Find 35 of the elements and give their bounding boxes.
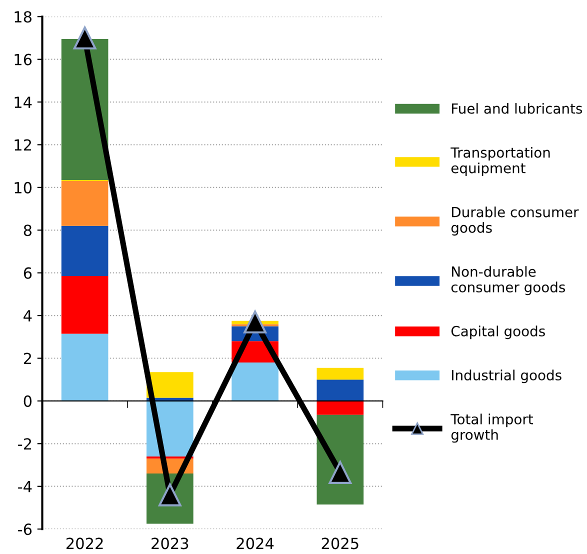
legend-label: Non-durable consumer goods: [451, 266, 566, 296]
y-tick-label: -2: [18, 438, 32, 450]
legend-label: Fuel and lubricants: [452, 103, 582, 114]
bar: [61, 334, 108, 401]
y-tick-label: 8: [24, 224, 32, 236]
y-tick-label: 16: [14, 54, 32, 66]
legend-label: Capital goods: [451, 326, 545, 340]
x-tick-label: 2023: [152, 538, 188, 550]
point: [328, 461, 352, 484]
y-tick-label: 14: [14, 96, 32, 108]
x-tick-label: 2022: [66, 538, 103, 550]
y-tick-label: -4: [18, 481, 32, 492]
legend-label: Total import growth: [450, 414, 534, 443]
legend-label: Transportation equipment: [450, 147, 550, 176]
y-tick-label: 6: [24, 267, 32, 279]
y-tick-label: 10: [14, 182, 32, 194]
y-tick-label: 0: [24, 395, 32, 407]
bar: [61, 276, 108, 334]
bar: [61, 181, 108, 226]
bar: [61, 226, 108, 276]
x-tick-label: 2025: [322, 538, 358, 550]
point: [244, 310, 267, 334]
bar: [316, 380, 364, 401]
y-tick-label: -6: [18, 524, 32, 536]
point: [73, 26, 96, 50]
x-tick-label: 2024: [236, 538, 274, 550]
y-tick-label: 18: [14, 11, 32, 23]
y-tick-label: 4: [24, 310, 32, 322]
y-tick-label: 2: [24, 352, 32, 364]
y-tick-label: 12: [14, 139, 32, 151]
legend-label: Industrial goods: [452, 370, 562, 384]
legend-label: Durable consumer goods: [451, 206, 579, 236]
bar: [316, 400, 364, 415]
bar: [316, 368, 364, 380]
bar: [232, 362, 278, 401]
